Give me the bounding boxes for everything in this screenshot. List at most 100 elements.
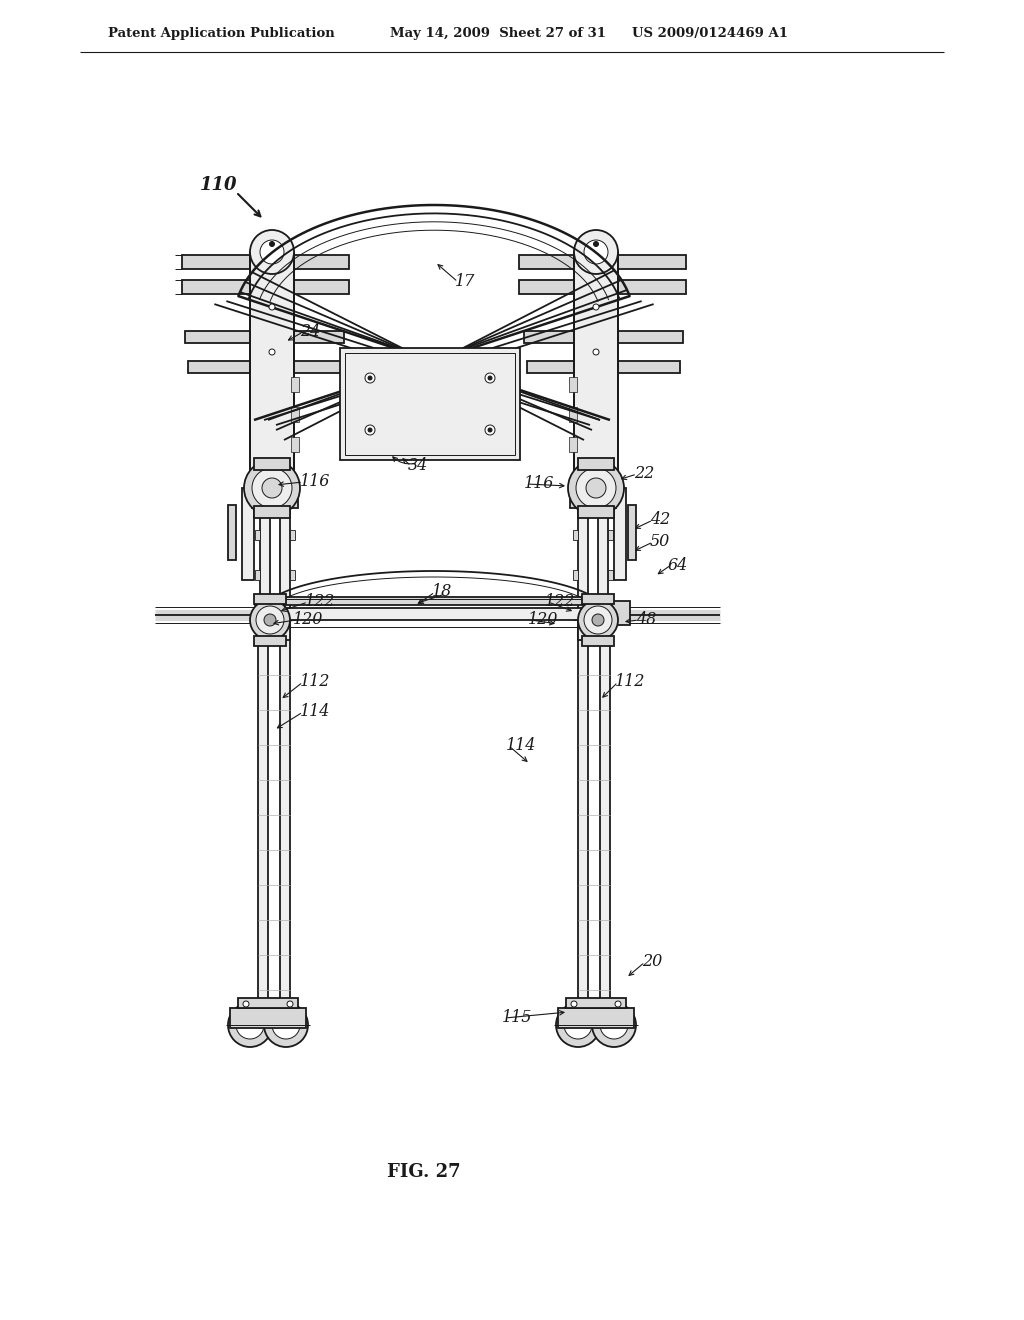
Bar bbox=[608, 610, 613, 620]
Circle shape bbox=[269, 242, 274, 247]
Circle shape bbox=[488, 376, 492, 380]
Circle shape bbox=[365, 425, 375, 436]
Text: US 2009/0124469 A1: US 2009/0124469 A1 bbox=[632, 28, 788, 41]
Circle shape bbox=[272, 1011, 300, 1039]
Circle shape bbox=[592, 614, 604, 626]
Bar bbox=[260, 490, 270, 640]
Circle shape bbox=[365, 374, 375, 383]
Text: 110: 110 bbox=[200, 176, 238, 194]
Bar bbox=[573, 570, 578, 579]
Circle shape bbox=[488, 428, 492, 432]
Text: 24: 24 bbox=[300, 323, 321, 341]
Bar bbox=[574, 252, 618, 490]
Bar bbox=[254, 636, 286, 645]
Bar bbox=[280, 490, 290, 640]
Bar bbox=[254, 506, 290, 517]
Bar bbox=[614, 488, 626, 579]
Circle shape bbox=[244, 459, 300, 516]
Text: 20: 20 bbox=[642, 953, 663, 970]
Text: 120: 120 bbox=[528, 611, 558, 628]
Bar bbox=[578, 506, 614, 517]
Circle shape bbox=[368, 376, 372, 380]
Text: 114: 114 bbox=[300, 704, 331, 721]
Text: 122: 122 bbox=[545, 594, 575, 610]
Bar bbox=[228, 506, 236, 560]
Circle shape bbox=[287, 1001, 293, 1007]
Bar bbox=[578, 624, 588, 1010]
Circle shape bbox=[228, 1003, 272, 1047]
Text: 122: 122 bbox=[305, 594, 336, 610]
Circle shape bbox=[236, 1011, 264, 1039]
Text: 116: 116 bbox=[524, 475, 554, 492]
Bar bbox=[519, 280, 574, 294]
Text: 48: 48 bbox=[636, 611, 656, 628]
Bar bbox=[258, 624, 268, 1010]
Circle shape bbox=[584, 606, 612, 634]
Bar bbox=[291, 407, 299, 422]
Text: 64: 64 bbox=[668, 557, 688, 573]
Bar bbox=[252, 498, 298, 508]
Circle shape bbox=[592, 1003, 636, 1047]
Circle shape bbox=[593, 304, 599, 310]
Bar bbox=[527, 360, 574, 374]
Bar bbox=[573, 477, 613, 495]
Bar bbox=[254, 594, 286, 605]
Bar bbox=[291, 437, 299, 451]
Bar bbox=[188, 360, 250, 374]
Bar bbox=[582, 594, 614, 605]
Text: Patent Application Publication: Patent Application Publication bbox=[108, 28, 335, 41]
Text: 112: 112 bbox=[300, 673, 331, 690]
Bar bbox=[569, 437, 577, 451]
Text: 22: 22 bbox=[634, 466, 654, 483]
Circle shape bbox=[571, 1001, 577, 1007]
Bar bbox=[254, 458, 290, 470]
Bar bbox=[598, 490, 608, 640]
Bar bbox=[612, 601, 630, 624]
Bar bbox=[280, 624, 290, 1010]
Bar bbox=[290, 570, 295, 579]
Circle shape bbox=[252, 469, 292, 508]
Circle shape bbox=[578, 601, 618, 640]
Bar bbox=[566, 998, 626, 1008]
Bar bbox=[255, 477, 295, 495]
Bar bbox=[558, 1008, 634, 1028]
Bar bbox=[524, 331, 574, 343]
Circle shape bbox=[269, 304, 275, 310]
Circle shape bbox=[584, 240, 608, 264]
Bar bbox=[250, 252, 294, 490]
Circle shape bbox=[485, 425, 495, 436]
Bar bbox=[570, 498, 616, 508]
Bar bbox=[255, 531, 260, 540]
Bar bbox=[345, 352, 515, 455]
Bar bbox=[242, 488, 254, 579]
Circle shape bbox=[243, 1001, 249, 1007]
Bar bbox=[618, 255, 686, 269]
Circle shape bbox=[593, 348, 599, 355]
Bar bbox=[230, 1008, 306, 1028]
Circle shape bbox=[600, 1011, 628, 1039]
Text: 17: 17 bbox=[455, 273, 475, 290]
Bar bbox=[618, 360, 680, 374]
Text: 112: 112 bbox=[615, 673, 645, 690]
Bar bbox=[582, 636, 614, 645]
Circle shape bbox=[485, 374, 495, 383]
Circle shape bbox=[262, 478, 282, 498]
Circle shape bbox=[556, 1003, 600, 1047]
Text: 120: 120 bbox=[293, 611, 324, 628]
Circle shape bbox=[575, 469, 616, 508]
Bar bbox=[608, 570, 613, 579]
Bar bbox=[578, 490, 588, 640]
Circle shape bbox=[574, 230, 618, 275]
Bar bbox=[185, 331, 250, 343]
Bar bbox=[618, 280, 686, 294]
Bar bbox=[182, 255, 250, 269]
Bar bbox=[340, 348, 520, 459]
Bar bbox=[182, 280, 250, 294]
Bar bbox=[290, 610, 295, 620]
Circle shape bbox=[250, 230, 294, 275]
Bar bbox=[600, 624, 610, 1010]
Bar bbox=[255, 610, 260, 620]
Bar bbox=[569, 407, 577, 422]
Text: 42: 42 bbox=[650, 511, 671, 528]
Text: 34: 34 bbox=[408, 458, 428, 474]
